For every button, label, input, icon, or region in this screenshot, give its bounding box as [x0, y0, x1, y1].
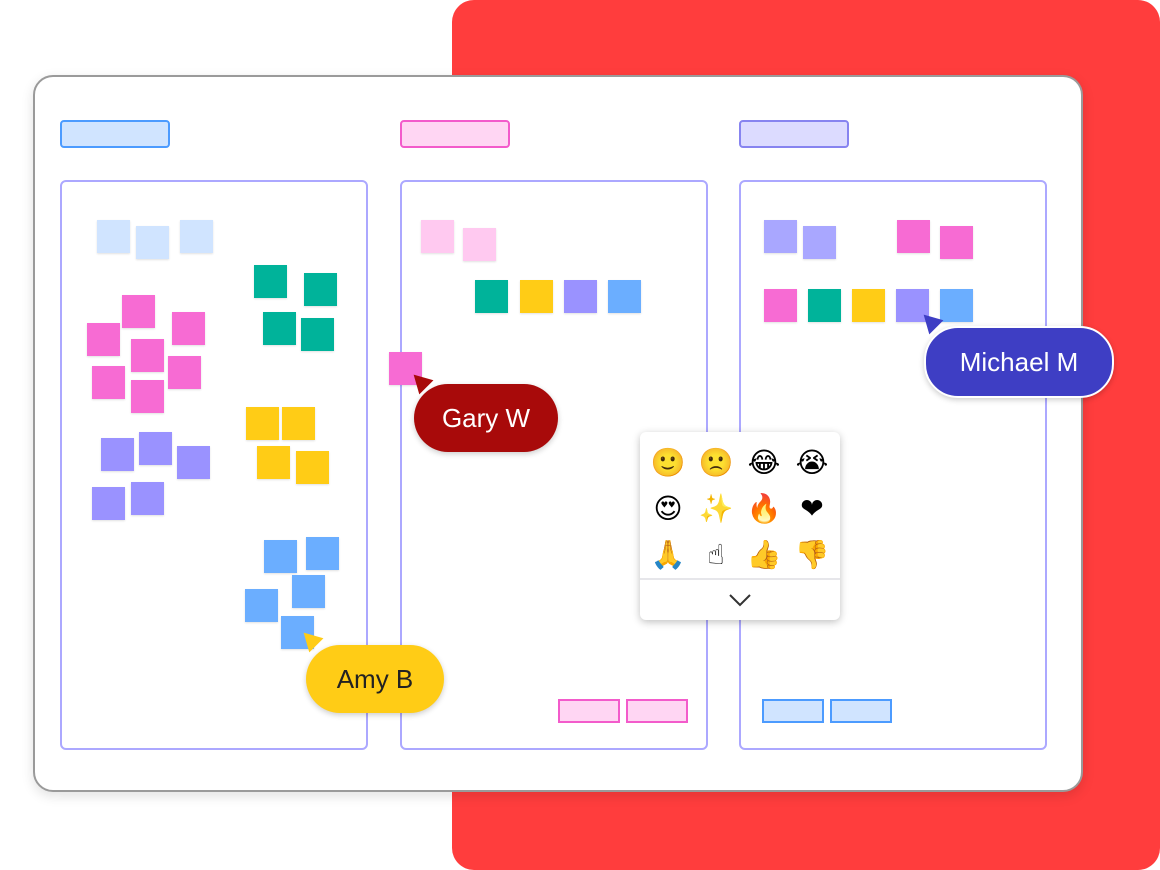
emoji-option[interactable]: 😭 — [795, 446, 829, 479]
emoji-option[interactable]: 🙏 — [650, 538, 686, 571]
sticky-note-pink[interactable] — [940, 226, 973, 259]
sticky-note-light-pink[interactable] — [421, 220, 454, 253]
column-2-tag[interactable] — [558, 699, 620, 723]
emoji-option[interactable]: 😍 — [653, 492, 683, 525]
column-1 — [60, 180, 368, 750]
sticky-note-purple[interactable] — [131, 482, 164, 515]
whiteboard-frame — [33, 75, 1083, 792]
sticky-note-yellow[interactable] — [257, 446, 290, 479]
sticky-note-teal[interactable] — [808, 289, 841, 322]
sticky-note-purple[interactable] — [896, 289, 929, 322]
column-header-1[interactable] — [60, 120, 170, 148]
sticky-note-yellow[interactable] — [296, 451, 329, 484]
sticky-note-light-blue[interactable] — [136, 226, 169, 259]
emoji-option[interactable]: 👎 — [794, 538, 830, 571]
sticky-note-pink[interactable] — [764, 289, 797, 322]
sticky-note-blue[interactable] — [306, 537, 339, 570]
sticky-note-yellow[interactable] — [246, 407, 279, 440]
emoji-option[interactable]: ❤ — [800, 492, 824, 525]
column-2-tag[interactable] — [626, 699, 688, 723]
column-3-tag[interactable] — [830, 699, 892, 723]
emoji-option[interactable]: ☝ — [707, 538, 725, 571]
sticky-note-teal[interactable] — [304, 273, 337, 306]
sticky-note-yellow[interactable] — [852, 289, 885, 322]
sticky-note-blue[interactable] — [264, 540, 297, 573]
sticky-note-pink[interactable] — [131, 380, 164, 413]
sticky-note-blue[interactable] — [281, 616, 314, 649]
emoji-option[interactable]: 🙁 — [698, 446, 734, 479]
sticky-note-lavender[interactable] — [764, 220, 797, 253]
sticky-note-purple[interactable] — [101, 438, 134, 471]
sticky-note-teal[interactable] — [263, 312, 296, 345]
expand-emojis-button[interactable] — [640, 578, 840, 620]
sticky-note-pink[interactable] — [92, 366, 125, 399]
emoji-option[interactable]: 😂 — [747, 446, 781, 479]
sticky-note-yellow[interactable] — [520, 280, 553, 313]
emoji-option[interactable]: ✨ — [698, 492, 734, 525]
sticky-note-blue[interactable] — [245, 589, 278, 622]
column-3-tag[interactable] — [762, 699, 824, 723]
sticky-note-purple[interactable] — [92, 487, 125, 520]
cursor-label-amy: Amy B — [306, 645, 444, 713]
sticky-note-pink[interactable] — [389, 352, 422, 385]
sticky-note-teal[interactable] — [254, 265, 287, 298]
column-header-2[interactable] — [400, 120, 510, 148]
sticky-note-blue[interactable] — [292, 575, 325, 608]
sticky-note-blue[interactable] — [608, 280, 641, 313]
sticky-note-yellow[interactable] — [282, 407, 315, 440]
sticky-note-teal[interactable] — [301, 318, 334, 351]
cursor-label-michael: Michael M — [924, 326, 1114, 398]
sticky-note-pink[interactable] — [897, 220, 930, 253]
sticky-note-blue[interactable] — [940, 289, 973, 322]
emoji-option[interactable]: 🙂 — [650, 446, 686, 479]
cursor-label-gary: Gary W — [414, 384, 558, 452]
sticky-note-lavender[interactable] — [803, 226, 836, 259]
sticky-note-light-blue[interactable] — [180, 220, 213, 253]
emoji-option[interactable]: 👍 — [746, 538, 782, 571]
chevron-down-icon — [729, 594, 751, 607]
sticky-note-pink[interactable] — [172, 312, 205, 345]
sticky-note-light-pink[interactable] — [463, 228, 496, 261]
sticky-note-pink[interactable] — [168, 356, 201, 389]
sticky-note-pink[interactable] — [122, 295, 155, 328]
sticky-note-light-blue[interactable] — [97, 220, 130, 253]
sticky-note-purple[interactable] — [177, 446, 210, 479]
emoji-picker: 🙂 🙁 😂 😭 😍 ✨ 🔥 ❤ 🙏 ☝ 👍 👎 — [640, 432, 840, 620]
column-header-3[interactable] — [739, 120, 849, 148]
sticky-note-purple[interactable] — [564, 280, 597, 313]
sticky-note-teal[interactable] — [475, 280, 508, 313]
emoji-option[interactable]: 🔥 — [746, 492, 782, 525]
sticky-note-pink[interactable] — [87, 323, 120, 356]
sticky-note-purple[interactable] — [139, 432, 172, 465]
sticky-note-pink[interactable] — [131, 339, 164, 372]
